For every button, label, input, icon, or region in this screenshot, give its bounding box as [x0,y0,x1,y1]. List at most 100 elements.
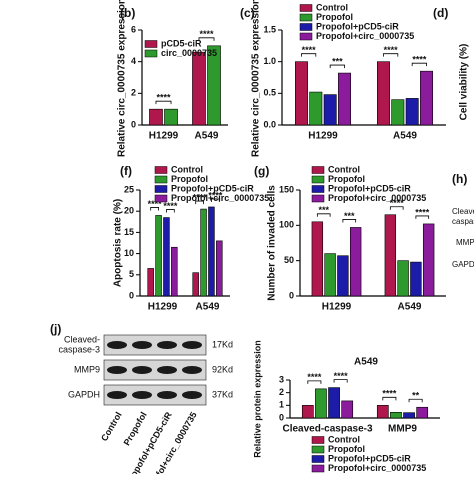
significance-bracket [408,398,423,403]
legend-swatch [299,32,313,41]
blot-band [132,366,152,374]
legend-swatch [311,185,325,193]
legend-label: Propofol+circ_0000735 [171,193,269,203]
panel-label: (d) [433,6,448,20]
bar [384,214,397,297]
significance-label: **** [199,29,214,39]
blot-row-label: GAPD [452,260,474,269]
y-axis-label: Relative circ_0000735 expression [117,0,128,157]
y-tick-label: 10 [124,248,134,258]
blot-row-label: MMP9 [456,238,474,247]
legend-label: circ_0000735 [161,48,217,58]
legend-label: Propofol [316,12,353,22]
bar [294,61,308,126]
significance-label: ** [412,391,420,401]
blot-row-label: MMP9 [74,364,100,374]
bar [315,388,327,419]
panel-label: (h) [452,172,467,186]
y-tick-label: 6 [131,24,136,34]
y-tick-label: 25 [124,184,134,194]
legend-swatch [299,4,313,12]
blot-row-label: Cleaved- [64,334,100,344]
blot-size-label: 37Kd [212,389,233,399]
blot-row-label: caspase-3 [58,344,100,354]
legend-label: Propofol [328,174,365,184]
bar [192,272,199,297]
blot-band [132,341,152,349]
significance-label: **** [334,371,349,381]
legend-swatch [144,49,158,58]
blot-row-label: Cleaved [452,207,474,216]
legend-swatch [154,166,168,174]
y-tick-label: 150 [279,184,294,194]
blot-strip [103,384,207,406]
y-tick-label: 0 [289,290,294,300]
bar [405,98,419,126]
significance-label: **** [148,199,163,209]
significance-bracket [211,198,220,202]
bar [337,255,349,297]
blot-strip [103,359,207,381]
blot-size-label: 92Kd [212,364,233,374]
significance-bracket [333,379,348,383]
legend-label: Propofol+pCD5-ciR [316,21,399,31]
bar [338,72,352,126]
blot-band [132,391,152,399]
significance-bracket [383,53,399,57]
bar [149,108,163,126]
y-axis-label: Cell viability (%) [459,44,470,121]
chart-title: A549 [354,357,378,368]
significance-label: **** [302,45,317,55]
x-tick-label: MMP9 [388,424,417,435]
significance-bracket [415,215,430,219]
blot-band [107,341,127,349]
bar [164,108,178,126]
panel-label: (f) [120,164,132,178]
significance-label: **** [193,192,208,202]
significance-bracket [301,53,317,57]
blot-band [107,366,127,374]
legend-label: pCD5-ciR [161,38,202,48]
bar [328,387,340,419]
y-tick-label: 20 [124,206,134,216]
legend-swatch [311,464,325,473]
significance-bracket [316,213,331,217]
significance-bracket [382,396,397,401]
blot-row-label: GAPDH [68,389,100,399]
legend-label: Propofol [328,444,365,454]
legend-label: Propofol+pCD5-ciR [328,453,411,463]
blot-band [182,366,202,374]
significance-label: **** [163,201,178,211]
significance-label: **** [156,93,171,103]
significance-bracket [150,207,159,211]
y-tick-label: 0.5 [263,88,276,98]
lane-label: Control [99,410,124,443]
bar [376,61,390,126]
y-axis-label: Relative protein expression [252,340,262,458]
bar [324,253,336,297]
x-tick-label: H1299 [322,302,352,313]
blot-band [157,391,177,399]
significance-bracket [155,100,172,105]
bar [376,405,389,419]
significance-bracket [389,206,404,210]
bar [391,99,405,126]
legend-swatch [311,445,325,454]
bar [420,70,434,126]
y-tick-label: 0 [129,290,134,300]
x-tick-label: A549 [393,131,417,142]
bar [349,227,362,297]
significance-bracket [166,209,175,213]
lane-label: Propofol [122,410,149,447]
significance-label: *** [318,205,329,215]
bar [390,411,402,419]
significance-bracket [329,64,345,69]
significance-bracket [411,62,427,67]
panel-label: (g) [254,164,269,178]
legend-swatch [311,194,325,203]
significance-label: **** [390,198,405,208]
y-tick-label: 5 [129,269,134,279]
y-tick-label: 2 [279,387,284,397]
panel-label: (j) [50,322,61,336]
legend-label: Propofol+circ_0000735 [328,463,426,473]
